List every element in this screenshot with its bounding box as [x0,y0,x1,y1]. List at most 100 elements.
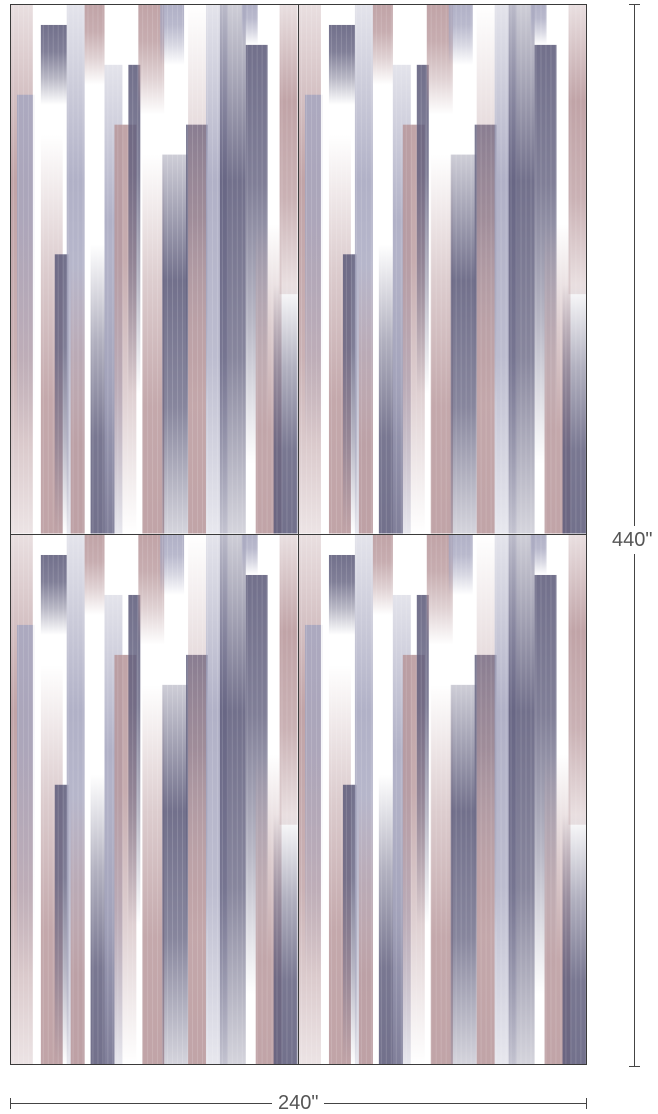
pattern-pinstripe [92,534,94,1064]
pattern-pinstripe [580,5,581,534]
pattern-pinstripe [330,534,332,1064]
pattern-pinstripe [167,5,168,534]
pattern-pinstripe [570,5,571,534]
pattern-pinstripe [515,534,516,1064]
pattern-pinstripe [266,5,268,534]
pattern-pinstripe [535,534,536,1064]
pattern-pinstripe [246,534,248,1064]
pattern-pinstripe [380,534,382,1064]
pattern-stripe [426,5,453,115]
pattern-pinstripe [325,534,327,1064]
pattern-stripe [476,534,495,1064]
pattern-stripe [54,784,69,1064]
pattern-pinstripe [182,5,183,534]
pattern-pinstripe [47,5,49,534]
pattern-pinstripe [455,5,457,534]
pattern-pinstripe [315,5,317,534]
pattern-stripe [430,154,453,534]
pattern-stripe [562,284,586,534]
pattern-pinstripe [97,534,99,1064]
pattern-pinstripe [585,5,586,534]
pattern-stripe [54,254,69,534]
pattern-pinstripe [197,5,198,534]
pattern-pinstripe [197,534,198,1064]
pattern-pinstripe [375,5,377,534]
pattern-stripe [273,284,298,534]
pattern-pinstripe [132,534,134,1064]
pattern-pinstripe [405,5,407,534]
pattern-pinstripe [405,534,407,1064]
pattern-pinstripe [400,534,402,1064]
pattern-pinstripe [345,5,347,534]
pattern-pinstripe [350,5,352,534]
pattern-pinstripe [495,5,496,534]
pattern-pinstripe [340,5,342,534]
pattern-stripe [16,624,35,975]
pattern-pinstripe [281,534,283,1064]
pattern-pinstripe [485,5,486,534]
pattern-pinstripe [385,5,387,534]
pattern-pinstripe [122,5,124,534]
pattern-pinstripe [12,534,14,1064]
pattern-stripe [416,64,429,394]
pattern-pinstripe [172,534,173,1064]
pattern-pinstripe [17,5,19,534]
pattern-stripe [358,264,373,534]
pattern-stripe [430,684,453,1064]
pattern-stripe [241,534,258,575]
pattern-pinstripe [520,5,521,534]
pattern-pinstripe [236,5,238,534]
pattern-pinstripe [490,534,491,1064]
pattern-pinstripe [500,534,501,1064]
pattern-pinstripe [400,5,402,534]
pattern-pinstripe [211,534,213,1064]
pattern-pinstripe [162,5,164,534]
pattern-pinstripe [12,5,14,534]
pattern-pinstripe [226,5,228,534]
pattern-pinstripe [395,534,397,1064]
pattern-pinstripe [390,534,392,1064]
width-dimension-label: 240" [272,1093,325,1113]
pattern-pinstripe [340,534,342,1064]
pattern-pinstripe [575,5,576,534]
pattern-pinstripe [320,5,322,534]
pattern-pinstripe [470,534,471,1064]
pattern-pinstripe [310,534,312,1064]
pattern-pinstripe [17,534,19,1064]
pattern-pinstripe [360,5,362,534]
pattern-pinstripe [82,534,84,1064]
pattern-pinstripe [520,534,521,1064]
pattern-pinstripe [32,534,34,1064]
pattern-pinstripe [286,534,288,1064]
pattern-stripe [328,554,355,635]
pattern-pinstripe [525,534,526,1064]
pattern-pinstripe [107,5,109,534]
pattern-pinstripe [291,5,293,534]
pattern-pinstripe [550,534,551,1064]
pattern-pinstripe [335,534,337,1064]
pattern-pinstripe [137,5,139,534]
height-dimension-tick-top [629,4,640,5]
pattern-pinstripe [167,534,168,1064]
pattern-pinstripe [380,5,382,534]
pattern-stripe [273,814,298,1064]
pattern-pinstripe [510,5,511,534]
pattern-pinstripe [460,5,462,534]
pattern-pinstripe [27,5,29,534]
width-dimension-tick-right [586,1098,587,1109]
pattern-pinstripe [77,534,79,1064]
stripe-pattern [298,534,586,1064]
pattern-stripe [162,154,189,534]
pattern-pinstripe [560,5,561,534]
pattern-stripe [188,5,206,534]
pattern-stripe [84,5,105,85]
pattern-pinstripe [271,5,273,534]
pattern-stripe [562,814,586,1064]
pattern-pinstripe [420,534,422,1064]
pattern-stripe [342,254,357,534]
mural-panel-top-left [11,5,299,535]
pattern-pinstripe [216,5,218,534]
pattern-pinstripe [172,5,173,534]
pattern-stripe [219,5,246,534]
pattern-stripe [188,534,206,1064]
